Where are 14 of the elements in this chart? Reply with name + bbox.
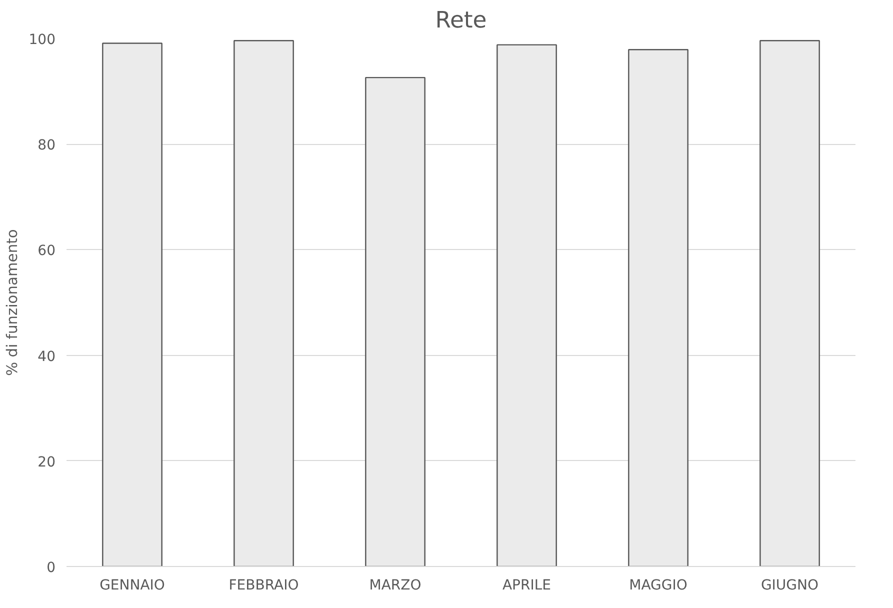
x-tick-label: GIUGNO <box>760 578 819 594</box>
y-tick-label: 40 <box>38 348 56 365</box>
y-tick-label: 0 <box>46 560 56 576</box>
y-tick-label: 100 <box>28 32 56 48</box>
x-tick-label: MARZO <box>369 578 422 594</box>
x-tick-label: GENNAIO <box>100 578 165 594</box>
x-tick-label: APRILE <box>502 578 552 594</box>
y-tick-label: 80 <box>38 138 56 154</box>
y-axis-title: % di funzionamento <box>4 229 21 376</box>
x-tick-label: MAGGIO <box>629 578 688 594</box>
y-tick-label: 20 <box>38 454 56 470</box>
x-tick-label: FEBBRAIO <box>228 578 299 594</box>
chart-title: Rete <box>435 8 487 34</box>
y-tick-label: 60 <box>38 243 56 260</box>
